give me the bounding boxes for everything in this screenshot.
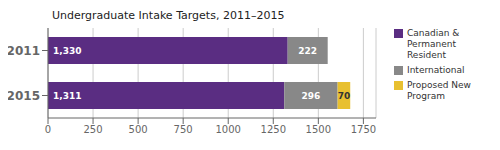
html-text:Undergraduate Intake Targets,: Undergraduate Intake Targets, 2011–2015 bbox=[52, 9, 285, 22]
svg-text:1,330: 1,330 bbox=[53, 46, 81, 56]
svg-text:222: 222 bbox=[298, 46, 317, 56]
svg-text:2011: 2011 bbox=[8, 44, 40, 58]
svg-text:500: 500 bbox=[129, 124, 148, 135]
svg-text:296: 296 bbox=[302, 91, 321, 101]
svg-text:70: 70 bbox=[338, 91, 351, 101]
html-text:Proposed New Program: Proposed New Program bbox=[407, 80, 471, 101]
svg-text:250: 250 bbox=[84, 124, 103, 135]
svg-text:1,311: 1,311 bbox=[53, 91, 81, 101]
svg-text:1000: 1000 bbox=[215, 124, 240, 135]
svg-text:1750: 1750 bbox=[351, 124, 376, 135]
svg-text:1250: 1250 bbox=[261, 124, 286, 135]
svg-text:2015: 2015 bbox=[8, 89, 40, 103]
svg-text:0: 0 bbox=[45, 124, 51, 135]
html-text:International: International bbox=[407, 65, 465, 75]
html-text:Canadian & Permanent Resident: Canadian & Permanent Resident bbox=[407, 28, 460, 60]
svg-text:1500: 1500 bbox=[306, 124, 331, 135]
svg-text:750: 750 bbox=[174, 124, 193, 135]
